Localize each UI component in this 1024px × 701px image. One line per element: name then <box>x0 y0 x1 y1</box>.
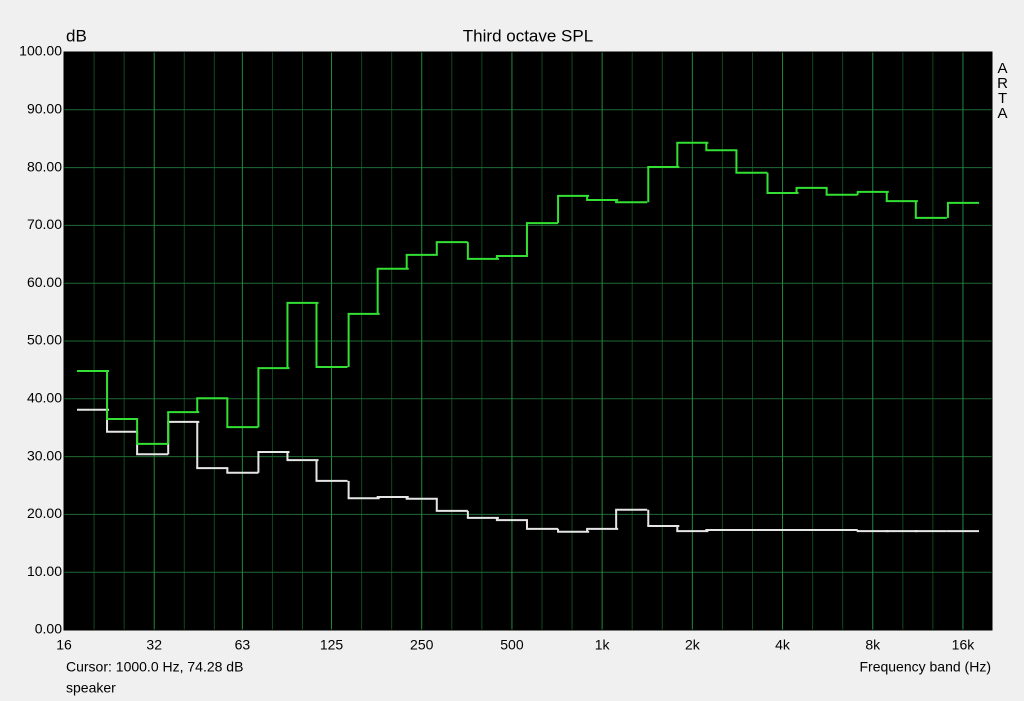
y-tick-label: 10.00 <box>27 563 62 579</box>
y-tick-label: 30.00 <box>27 447 62 463</box>
chart-title: Third octave SPL <box>463 26 593 45</box>
y-tick-label: 40.00 <box>27 390 62 406</box>
x-tick-label: 63 <box>235 637 251 653</box>
x-tick-label: 500 <box>500 637 524 653</box>
cursor-readout: Cursor: 1000.0 Hz, 74.28 dB <box>66 659 243 675</box>
y-tick-label: 0.00 <box>35 621 62 637</box>
x-tick-label: 16k <box>952 637 976 653</box>
y-tick-label: 100.00 <box>19 43 62 59</box>
x-tick-label: 16 <box>56 637 72 653</box>
x-tick-label: 32 <box>146 637 162 653</box>
y-tick-label: 80.00 <box>27 158 62 174</box>
y-unit: dB <box>66 26 87 45</box>
x-tick-label: 8k <box>865 637 881 653</box>
x-tick-label: 4k <box>775 637 791 653</box>
x-tick-label: 1k <box>595 637 611 653</box>
x-axis-label: Frequency band (Hz) <box>859 659 991 675</box>
plot-frame <box>63 51 993 631</box>
x-tick-label: 125 <box>320 637 344 653</box>
y-tick-label: 60.00 <box>27 274 62 290</box>
y-tick-label: 50.00 <box>27 332 62 348</box>
x-tick-label: 2k <box>685 637 701 653</box>
y-tick-label: 70.00 <box>27 216 62 232</box>
series-label: speaker <box>66 680 116 696</box>
brand: ARTA <box>994 60 1011 120</box>
x-tick-label: 250 <box>410 637 434 653</box>
y-tick-label: 20.00 <box>27 505 62 521</box>
y-tick-label: 90.00 <box>27 101 62 117</box>
